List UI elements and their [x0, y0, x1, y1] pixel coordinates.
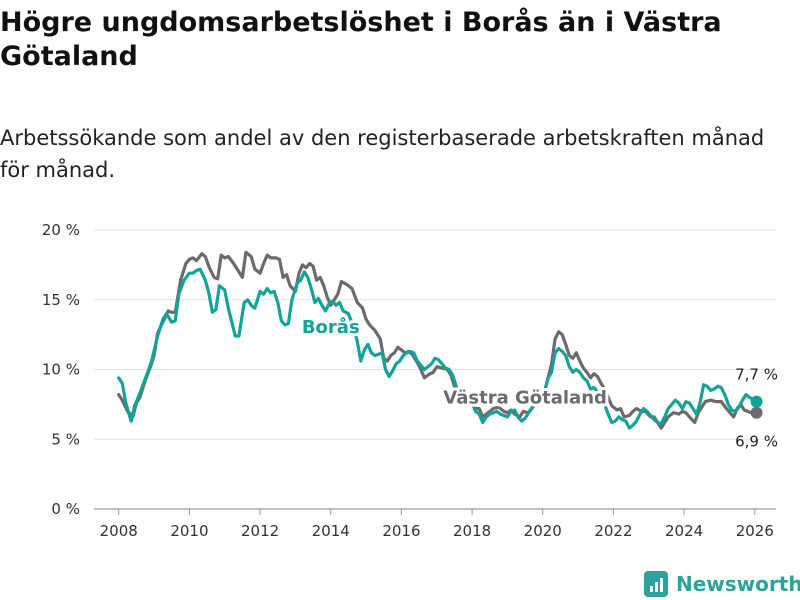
series-line-borås — [117, 267, 759, 430]
x-tick-label: 2012 — [241, 522, 279, 540]
x-tick-label: 2020 — [524, 522, 562, 540]
series-label-halo: Borås — [302, 316, 360, 338]
series-end-label: 7,7 % — [735, 366, 778, 384]
bar-chart-icon — [644, 571, 668, 597]
x-tick-label: 2026 — [736, 522, 774, 540]
newsworthy-logo: Newsworthy — [644, 568, 800, 600]
series-line-västra-götaland — [117, 250, 759, 430]
series-endpoint — [750, 406, 763, 419]
series-label-halo: Västra Götaland — [443, 388, 607, 409]
x-tick-label: 2008 — [100, 522, 138, 540]
x-tick-label: 2018 — [453, 522, 491, 540]
series-end-label: 6,9 % — [735, 433, 778, 451]
x-tick-label: 2010 — [170, 522, 208, 540]
series-label: Västra Götaland — [443, 388, 607, 409]
y-tick-label: 0 % — [51, 500, 80, 518]
x-tick-label: 2014 — [312, 522, 350, 540]
brand-name: Newsworthy — [676, 572, 800, 596]
series-endpoint — [750, 395, 763, 408]
y-tick-label: 5 % — [51, 430, 80, 448]
series-label: Borås — [302, 316, 360, 338]
x-tick-label: 2022 — [594, 522, 632, 540]
y-tick-label: 10 % — [42, 361, 80, 379]
y-tick-label: 20 % — [42, 221, 80, 239]
y-tick-label: 15 % — [42, 291, 80, 309]
x-tick-label: 2024 — [665, 522, 703, 540]
x-tick-label: 2016 — [382, 522, 420, 540]
chart-title: Högre ungdomsarbetslöshet i Borås än i V… — [0, 7, 722, 72]
chart-subtitle: Arbetssökande som andel av den registerb… — [0, 126, 765, 182]
